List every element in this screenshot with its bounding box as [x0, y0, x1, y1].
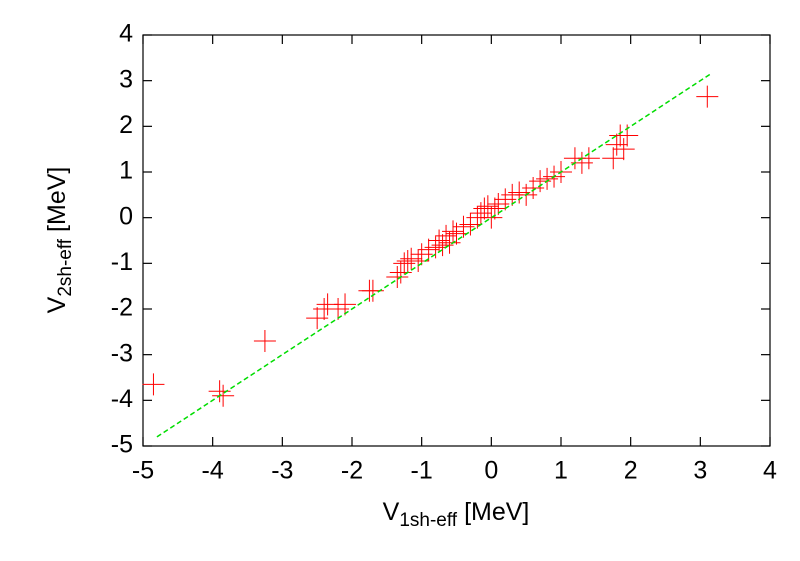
y-tick-label: -3	[111, 339, 133, 367]
data-point	[445, 222, 468, 245]
x-tick-label: -3	[271, 457, 293, 485]
data-point	[696, 85, 719, 108]
x-tick-label: 1	[554, 457, 568, 485]
data-point	[428, 229, 451, 252]
x-tick-label: -1	[411, 457, 433, 485]
x-tick-label: -2	[341, 457, 363, 485]
y-tick-label: 2	[119, 111, 133, 139]
data-point	[253, 329, 276, 352]
data-point	[459, 213, 482, 236]
fit-line	[156, 73, 712, 438]
data-point	[469, 202, 492, 225]
plot-frame	[142, 34, 771, 447]
data-point	[327, 298, 350, 320]
data-point	[431, 234, 454, 257]
data-point	[442, 220, 465, 243]
y-tick-label: -5	[111, 431, 133, 459]
data-point	[393, 252, 416, 275]
data-point	[417, 238, 440, 261]
data-point	[494, 188, 517, 211]
y-axis-label-main: V	[43, 296, 71, 313]
data-point	[386, 266, 409, 289]
x-tick-label: 4	[763, 457, 777, 485]
data-point	[487, 192, 510, 215]
x-axis-label: V1sh-eff [MeV]	[383, 498, 530, 531]
data-point	[334, 293, 357, 316]
data-point	[612, 138, 635, 161]
data-point	[480, 206, 503, 229]
y-tick-label: 4	[119, 20, 133, 48]
data-point	[306, 307, 329, 330]
y-tick-label: 0	[119, 202, 133, 230]
x-tick-label: -4	[202, 457, 224, 485]
x-tick-label: 3	[693, 457, 707, 485]
y-tick-label: -1	[111, 248, 133, 276]
y-tick-label: -2	[111, 294, 133, 322]
x-axis-label-unit: [MeV]	[464, 498, 529, 526]
data-point	[142, 373, 165, 396]
y-tick-label: -4	[111, 385, 133, 413]
data-point	[602, 147, 625, 170]
data-point	[476, 195, 499, 218]
x-tick-label: 0	[484, 457, 498, 485]
data-point	[605, 133, 628, 156]
x-tick-label: 2	[624, 457, 638, 485]
data-point	[435, 224, 458, 247]
y-tick-label: 1	[119, 157, 133, 185]
data-point	[400, 247, 423, 270]
data-point	[452, 215, 475, 238]
y-axis-label-unit: [MeV]	[43, 167, 71, 232]
x-tick-label: -5	[132, 457, 154, 485]
y-tick-label: 3	[119, 65, 133, 93]
y-axis-label-sub: 2sh-eff	[55, 238, 76, 296]
x-axis-label-main: V	[383, 498, 400, 526]
data-point	[410, 243, 433, 266]
data-point	[212, 384, 235, 407]
y-axis-label: V2sh-eff [MeV]	[43, 167, 76, 314]
x-axis-label-sub: 1sh-eff	[399, 510, 457, 531]
